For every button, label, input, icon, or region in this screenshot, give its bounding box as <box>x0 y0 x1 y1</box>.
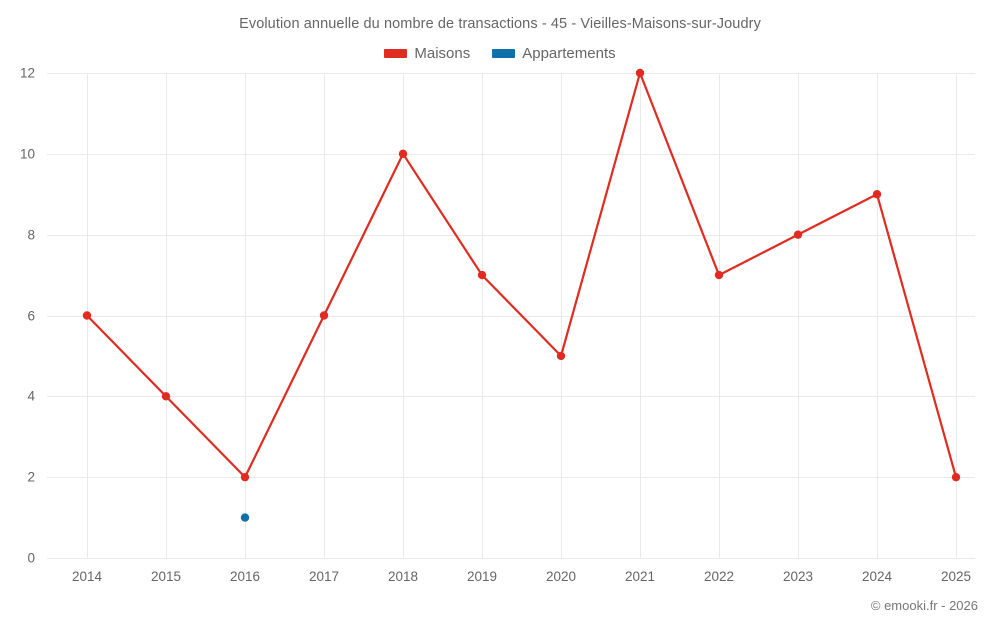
x-tick-label: 2021 <box>624 569 656 584</box>
y-tick-label: 6 <box>27 307 35 323</box>
chart-legend: Maisons Appartements <box>0 45 1000 62</box>
gridline-vertical <box>719 73 720 558</box>
y-tick-label: 2 <box>27 469 35 485</box>
footer-credit: © emooki.fr - 2026 <box>870 598 978 613</box>
gridline-vertical <box>245 73 246 558</box>
gridline-vertical <box>877 73 878 558</box>
gridline-horizontal <box>47 396 975 398</box>
gridline-horizontal <box>47 73 975 74</box>
y-tick-label: 0 <box>27 550 35 566</box>
gridline-vertical <box>561 73 562 558</box>
y-tick-label: 10 <box>19 146 35 162</box>
x-tick-label: 2024 <box>861 569 893 584</box>
legend-item-appartements[interactable]: Appartements <box>492 45 616 62</box>
legend-label-appartements: Appartements <box>522 45 616 62</box>
x-tick-label: 2023 <box>782 569 814 584</box>
y-tick-label: 8 <box>27 226 35 242</box>
chart-title: Evolution annuelle du nombre de transact… <box>239 16 761 32</box>
gridline-horizontal <box>47 477 975 479</box>
x-tick-label: 2016 <box>229 569 261 584</box>
x-tick-label: 2017 <box>308 569 340 584</box>
legend-swatch-appartements <box>492 49 516 58</box>
gridline-vertical <box>798 73 799 558</box>
gridline-vertical <box>640 73 641 558</box>
gridline-horizontal <box>47 558 975 559</box>
gridline-vertical <box>482 73 483 558</box>
gridline-vertical <box>403 73 404 558</box>
legend-label-maisons: Maisons <box>414 45 471 62</box>
gridline-vertical <box>956 73 957 558</box>
y-tick-label: 12 <box>19 65 35 81</box>
x-tick-label: 2020 <box>545 569 577 584</box>
plot-area <box>47 73 975 559</box>
y-tick-label: 4 <box>27 388 35 404</box>
gridline-horizontal <box>47 153 975 155</box>
gridline-vertical <box>166 73 167 558</box>
x-tick-label: 2015 <box>150 569 182 584</box>
x-tick-label: 2018 <box>387 569 419 584</box>
gridline-vertical <box>87 73 88 558</box>
gridline-horizontal <box>47 234 975 236</box>
legend-swatch-maisons <box>384 49 408 58</box>
x-tick-label: 2019 <box>466 569 498 584</box>
gridline-vertical <box>324 73 325 558</box>
legend-item-maisons[interactable]: Maisons <box>384 45 470 62</box>
x-tick-label: 2025 <box>940 569 972 584</box>
x-tick-label: 2014 <box>71 569 103 584</box>
gridline-horizontal <box>47 315 975 317</box>
x-tick-label: 2022 <box>703 569 735 584</box>
